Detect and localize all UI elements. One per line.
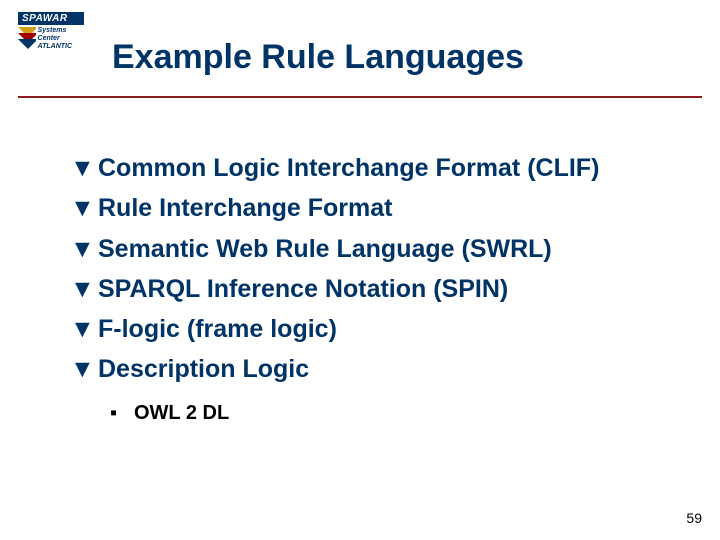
list-item-text: SPARQL Inference Notation (SPIN)	[98, 271, 508, 307]
logo-mid: Systems Center ATLANTIC	[18, 25, 84, 51]
triangle-down-icon: ▼	[70, 351, 98, 387]
list-item-text: Semantic Web Rule Language (SWRL)	[98, 231, 552, 267]
triangle-down-icon: ▼	[70, 150, 98, 186]
triangle-down-icon: ▼	[70, 271, 98, 307]
title-divider	[18, 96, 702, 98]
list-item-text: Rule Interchange Format	[98, 190, 393, 226]
triangle-down-icon: ▼	[70, 311, 98, 347]
list-item: ▼ SPARQL Inference Notation (SPIN)	[70, 271, 660, 307]
list-item: ▼ F-logic (frame logic)	[70, 311, 660, 347]
logo-top-text: SPAWAR	[18, 12, 84, 25]
list-item-text: Common Logic Interchange Format (CLIF)	[98, 150, 599, 186]
content-area: ▼ Common Logic Interchange Format (CLIF)…	[70, 150, 660, 425]
sub-list-item-text: OWL 2 DL	[134, 402, 229, 425]
logo: SPAWAR Systems Center ATLANTIC	[18, 12, 84, 51]
logo-subtext: Systems Center ATLANTIC	[38, 27, 84, 51]
list-item: ▼ Description Logic	[70, 351, 660, 387]
list-item: ▼ Semantic Web Rule Language (SWRL)	[70, 231, 660, 267]
list-item-text: Description Logic	[98, 351, 309, 387]
page-title: Example Rule Languages	[112, 38, 524, 77]
sub-list-item: ▪ OWL 2 DL	[110, 402, 660, 425]
page-number: 59	[686, 510, 702, 526]
list-item-text: F-logic (frame logic)	[98, 311, 337, 347]
logo-sub-line1: Systems Center	[38, 27, 84, 43]
logo-sub-line2: ATLANTIC	[38, 43, 84, 51]
triangle-down-icon: ▼	[70, 190, 98, 226]
triangle-down-icon: ▼	[70, 231, 98, 267]
square-bullet-icon: ▪	[110, 402, 134, 425]
chevron-icon	[18, 27, 36, 51]
list-item: ▼ Common Logic Interchange Format (CLIF)	[70, 150, 660, 186]
list-item: ▼ Rule Interchange Format	[70, 190, 660, 226]
